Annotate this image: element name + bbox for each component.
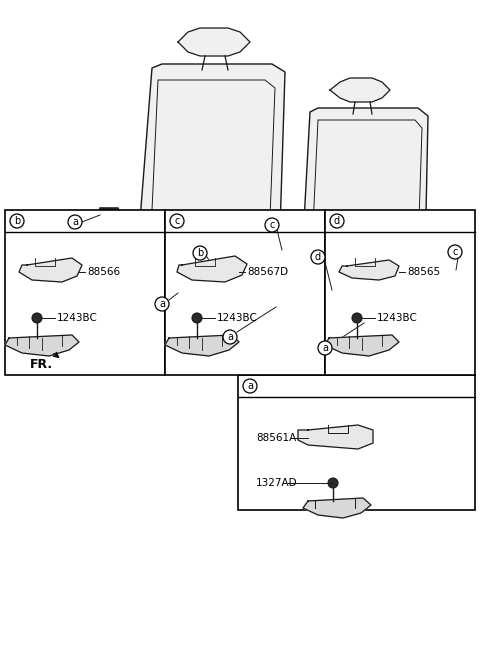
- Circle shape: [192, 313, 202, 323]
- Polygon shape: [360, 313, 384, 330]
- Polygon shape: [19, 258, 82, 282]
- Text: c: c: [452, 247, 458, 257]
- Bar: [165, 210, 325, 375]
- Polygon shape: [339, 260, 399, 280]
- Polygon shape: [272, 297, 294, 314]
- Circle shape: [328, 478, 338, 488]
- Text: d: d: [315, 252, 321, 262]
- Bar: [238, 375, 475, 510]
- Text: 1243BC: 1243BC: [377, 313, 418, 323]
- Circle shape: [318, 341, 332, 355]
- Circle shape: [243, 379, 257, 393]
- Polygon shape: [302, 268, 322, 308]
- Text: c: c: [174, 216, 180, 226]
- Polygon shape: [285, 265, 472, 310]
- Text: a: a: [322, 343, 328, 353]
- Polygon shape: [178, 28, 250, 56]
- Bar: [5, 210, 165, 375]
- Polygon shape: [330, 78, 390, 102]
- Polygon shape: [140, 64, 285, 235]
- Circle shape: [223, 330, 237, 344]
- Polygon shape: [110, 232, 305, 278]
- Text: b: b: [14, 216, 20, 226]
- Text: 88565: 88565: [407, 267, 440, 277]
- Text: 1327AD: 1327AD: [256, 478, 298, 488]
- Polygon shape: [145, 272, 298, 294]
- Circle shape: [155, 297, 169, 311]
- Polygon shape: [130, 235, 155, 278]
- Polygon shape: [303, 498, 371, 518]
- Text: 88567D: 88567D: [247, 267, 288, 277]
- Polygon shape: [5, 335, 79, 356]
- Circle shape: [265, 218, 279, 232]
- Circle shape: [311, 250, 325, 264]
- Circle shape: [32, 313, 42, 323]
- Text: 88561A: 88561A: [256, 433, 296, 443]
- Circle shape: [193, 246, 207, 260]
- Text: a: a: [227, 332, 233, 342]
- Polygon shape: [130, 262, 300, 284]
- Polygon shape: [328, 282, 348, 299]
- Text: 1243BC: 1243BC: [57, 313, 98, 323]
- Text: c: c: [269, 220, 275, 230]
- Text: a: a: [72, 217, 78, 227]
- Polygon shape: [448, 270, 468, 286]
- Polygon shape: [212, 268, 232, 284]
- Text: FR.: FR.: [30, 358, 53, 371]
- Text: 1243BC: 1243BC: [217, 313, 258, 323]
- Polygon shape: [302, 108, 428, 268]
- Circle shape: [68, 215, 82, 229]
- Polygon shape: [100, 208, 122, 222]
- Circle shape: [330, 214, 344, 228]
- Bar: [325, 210, 475, 375]
- Circle shape: [448, 245, 462, 259]
- Polygon shape: [298, 425, 373, 449]
- Circle shape: [170, 214, 184, 228]
- Text: 88566: 88566: [87, 267, 120, 277]
- Polygon shape: [278, 244, 300, 258]
- Text: d: d: [334, 216, 340, 226]
- Text: a: a: [159, 299, 165, 309]
- Polygon shape: [450, 305, 472, 322]
- Polygon shape: [175, 278, 202, 296]
- Circle shape: [352, 313, 362, 323]
- Text: a: a: [247, 381, 253, 391]
- Text: b: b: [197, 248, 203, 258]
- Polygon shape: [177, 256, 247, 282]
- Polygon shape: [325, 335, 399, 356]
- Polygon shape: [165, 335, 239, 356]
- Circle shape: [10, 214, 24, 228]
